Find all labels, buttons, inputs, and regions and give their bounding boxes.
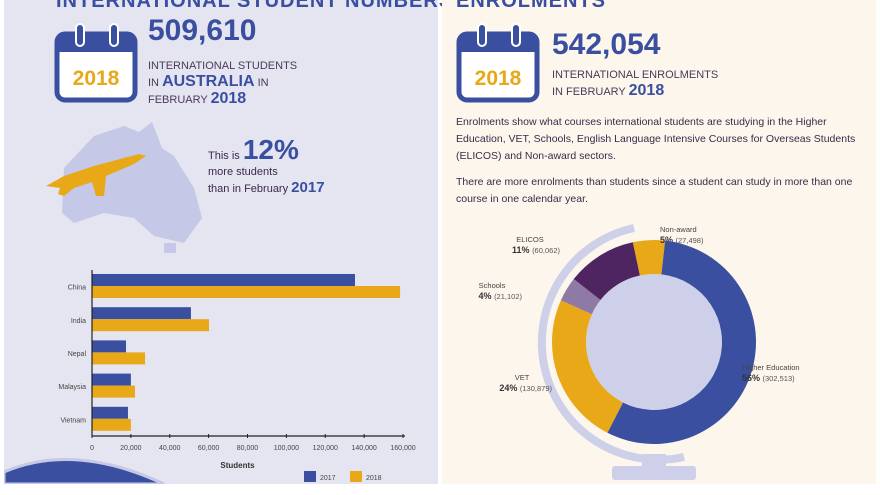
slice-name: Higher Education — [742, 363, 800, 372]
legend-label: 2017 — [320, 475, 336, 482]
slice-name: Non-award — [660, 225, 697, 234]
slice-schools — [560, 279, 601, 315]
globe-decoration — [4, 458, 165, 484]
airplane-icon — [46, 154, 146, 196]
bar-2017-india — [92, 307, 191, 320]
slice-higher-education — [607, 240, 756, 444]
tick-label: 140,000 — [351, 445, 376, 452]
slice-value: 24% (130,879) — [499, 383, 552, 393]
bar-2018-malaysia — [92, 385, 135, 398]
tick-label: 100,000 — [274, 445, 299, 452]
globe-stand-base — [612, 466, 696, 480]
slice-name: VET — [515, 373, 530, 382]
slice-elicos — [573, 242, 640, 301]
bar-2017-vietnam — [92, 406, 128, 419]
slice-name: Schools — [479, 281, 506, 290]
slice-vet — [552, 300, 623, 433]
legend-swatch-2018 — [350, 471, 362, 482]
category-label: Nepal — [68, 351, 87, 358]
legend-label: 2018 — [366, 475, 382, 482]
bar-2018-china — [92, 286, 401, 298]
globe-stand-arc — [537, 224, 685, 464]
slice-name: ELICOS — [516, 235, 544, 244]
slice-value: 5% (27,498) — [660, 235, 704, 245]
calendar-icon: 2018 — [54, 23, 138, 103]
globe-stand-neck — [642, 454, 666, 468]
bar-2018-vietnam — [92, 418, 131, 431]
category-label: China — [68, 285, 86, 292]
tick-label: 60,000 — [198, 445, 220, 452]
calendar-year: 2018 — [475, 67, 522, 90]
tick-label: 20,000 — [120, 445, 142, 452]
tick-label: 80,000 — [237, 445, 259, 452]
panel-title: INTERNATIONAL STUDENT NUMBERS — [56, 0, 454, 12]
calendar-icon: 2018 — [456, 23, 540, 103]
bar-2018-nepal — [92, 352, 146, 365]
donut-center — [586, 274, 722, 410]
country-bar-chart: China India Nepal Malaysia Vietnam 0 20,000 40,… — [4, 270, 416, 484]
calendar-year: 2018 — [73, 67, 120, 90]
bar-2017-malaysia — [92, 373, 131, 386]
australia-map-icon — [46, 122, 202, 253]
enrolment-caption: INTERNATIONAL ENROLMENTS IN FEBRUARY 201… — [552, 69, 719, 99]
tick-label: 40,000 — [159, 445, 181, 452]
legend-swatch-2017 — [304, 471, 316, 482]
enrolments-panel: ENROLMENTS 2018 542,054 INTERNATIONAL EN… — [442, 0, 876, 484]
x-axis-label: Students — [220, 461, 255, 470]
tick-label: 160,000 — [390, 445, 415, 452]
tick-label: 120,000 — [313, 445, 338, 452]
student-caption: INTERNATIONAL STUDENTS IN AUSTRALIA IN F… — [148, 60, 298, 107]
enrolment-description: Enrolments show what courses internation… — [456, 116, 856, 162]
category-label: India — [71, 318, 86, 325]
student-numbers-panel: INTERNATIONAL STUDENT NUMBERS 2018 509,6… — [4, 0, 452, 484]
category-label: Malaysia — [58, 384, 86, 391]
enrolment-total: 542,054 — [552, 28, 661, 61]
student-total: 509,610 — [148, 14, 257, 47]
category-label: Vietnam — [60, 417, 86, 424]
tick-label: 0 — [90, 445, 94, 452]
slice-value: 11% (60,062) — [512, 245, 560, 255]
bar-2017-nepal — [92, 340, 127, 353]
bar-2017-china — [92, 274, 355, 286]
slice-value: 4% (21,102) — [479, 291, 523, 301]
panel-title: ENROLMENTS — [456, 0, 606, 12]
enrolment-note: There are more enrolments than students … — [456, 176, 853, 205]
slice-value: 56% (302,513) — [742, 373, 795, 383]
slice-non-award — [632, 240, 666, 276]
bar-2018-india — [92, 319, 210, 332]
growth-text: This is 12% more students than in Februa… — [208, 134, 325, 196]
